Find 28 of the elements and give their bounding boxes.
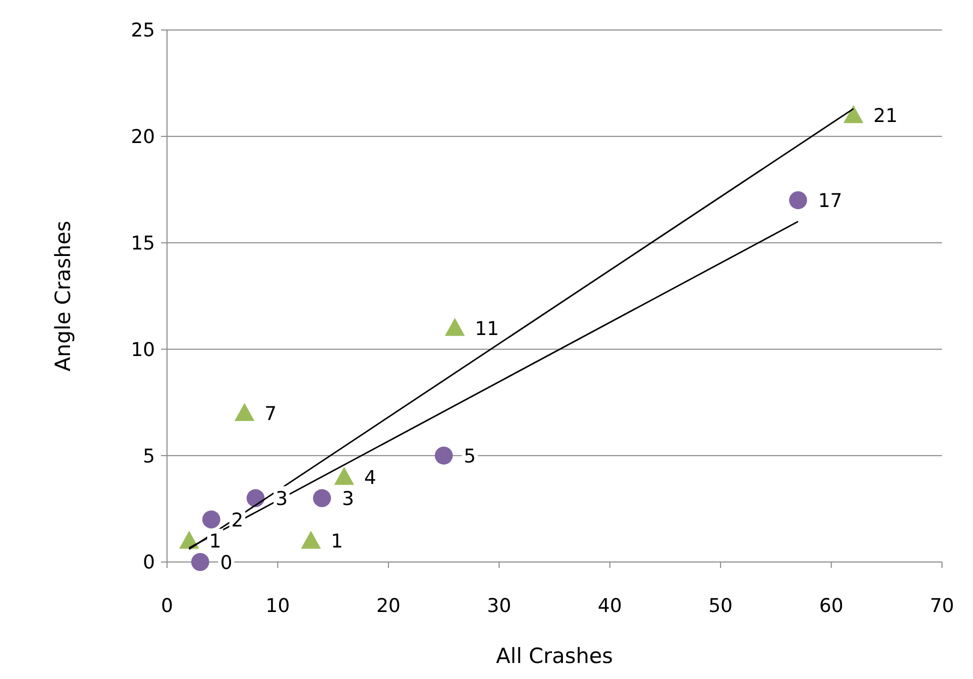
x-tick-label: 20 <box>376 595 401 617</box>
x-tick-label: 70 <box>930 595 954 617</box>
y-tick-label: 5 <box>142 445 155 468</box>
y-tick-label: 15 <box>130 232 155 254</box>
data-label: 5 <box>464 446 476 468</box>
y-tick-label: 25 <box>130 20 155 42</box>
data-label: 4 <box>364 466 376 489</box>
x-tick-label: 30 <box>487 595 512 617</box>
x-tick-label: 10 <box>266 595 290 617</box>
data-label: 3 <box>342 488 354 510</box>
data-label: 3 <box>276 488 288 510</box>
data-label: 0 <box>220 552 232 574</box>
y-tick-label: 10 <box>130 338 155 361</box>
x-tick-label: 40 <box>598 595 622 617</box>
y-tick-label: 20 <box>130 126 155 148</box>
data-label: 2 <box>231 509 244 532</box>
x-tick-label: 0 <box>160 595 174 617</box>
data-label: 1 <box>209 530 222 553</box>
data-label: 21 <box>873 105 898 128</box>
x-axis-title: All Crashes <box>496 644 613 668</box>
x-tick-label: 60 <box>819 595 844 617</box>
y-tick-label: 0 <box>142 552 155 574</box>
data-label: 1 <box>330 530 344 553</box>
data-label: 11 <box>474 318 500 340</box>
data-label: 7 <box>264 403 277 426</box>
data-label: 17 <box>818 190 842 212</box>
y-axis-title: Angle Crashes <box>51 220 75 372</box>
x-tick-label: 50 <box>708 595 733 617</box>
